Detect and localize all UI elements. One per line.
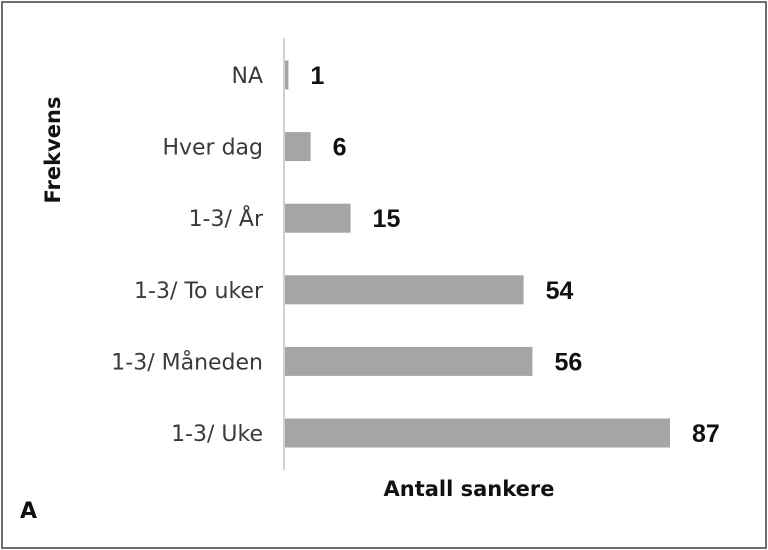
data-label: 56 <box>554 348 582 376</box>
y-axis-title: Frekvens <box>41 97 65 204</box>
category-label: NA <box>231 64 263 89</box>
bar <box>284 132 311 162</box>
x-axis-title: Antall sankere <box>384 477 555 501</box>
data-label: 1 <box>310 62 324 90</box>
data-label: 15 <box>373 205 401 233</box>
category-label: 1-3/ Måneden <box>111 349 263 375</box>
value-labels: 1 6 15 54 56 87 <box>310 62 719 448</box>
bar <box>284 346 533 376</box>
category-label: 1-3/ Uke <box>171 422 263 447</box>
data-label: 54 <box>546 277 574 305</box>
category-label: 1-3/ År <box>189 205 264 232</box>
panel-label: A <box>20 499 37 524</box>
bars-group <box>284 60 670 448</box>
category-label: 1-3/ To uker <box>134 279 264 304</box>
category-label: Hver dag <box>162 136 263 161</box>
bar <box>284 203 351 233</box>
bar <box>284 60 289 90</box>
bar <box>284 418 670 448</box>
data-label: 6 <box>333 134 347 162</box>
data-label: 87 <box>692 420 720 448</box>
bar <box>284 275 524 305</box>
category-labels: NA Hver dag 1-3/ År 1-3/ To uker 1-3/ Månede… <box>111 64 264 447</box>
